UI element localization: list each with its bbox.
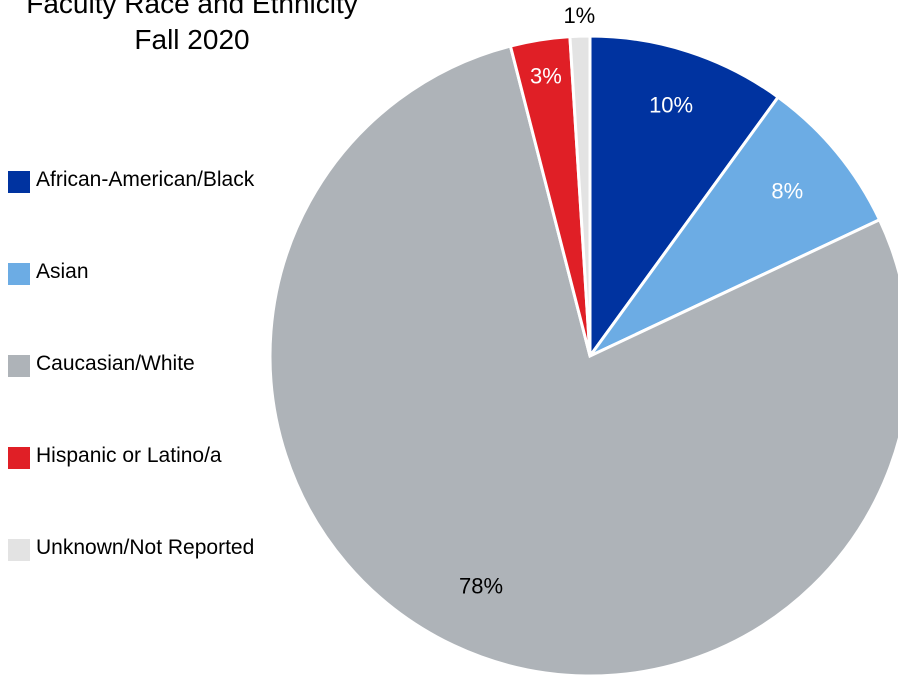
legend-label: Asian [36, 260, 89, 283]
chart-title-line: Faculty Race and Ethnicity [26, 0, 358, 19]
legend-item-caucasian: Caucasian/White [8, 352, 254, 444]
legend-item-hispanic: Hispanic or Latino/a [8, 444, 254, 536]
legend: African-American/Black Asian Caucasian/W… [8, 168, 254, 628]
legend-swatch [8, 447, 30, 469]
data-label-caucasian: 78% [459, 573, 503, 598]
legend-label: Caucasian/White [36, 352, 195, 375]
legend-item-asian: Asian [8, 260, 254, 352]
data-label-african-american: 10% [649, 92, 693, 117]
legend-swatch [8, 539, 30, 561]
pie-slice-caucasian [268, 44, 898, 677]
legend-item-unknown: Unknown/Not Reported [8, 536, 254, 628]
pie-slice-asian [588, 95, 882, 358]
legend-swatch [8, 355, 30, 377]
chart-title: Faculty Race and Ethnicity Fall 2020 [0, 0, 392, 58]
legend-label: Unknown/Not Reported [36, 536, 255, 559]
pie-slice-unknown [568, 34, 592, 357]
pie-slice-african-american [588, 34, 781, 361]
legend-swatch [8, 171, 30, 193]
data-label-unknown: 1% [563, 3, 595, 28]
legend-item-african-american: African-American/Black [8, 168, 254, 260]
legend-label: African-American/Black [36, 168, 255, 191]
legend-label: Hispanic or Latino/a [36, 444, 222, 467]
legend-swatch [8, 263, 30, 285]
data-label-hispanic: 3% [530, 64, 562, 89]
chart-subtitle: Fall 2020 [134, 24, 250, 55]
data-label-asian: 8% [771, 179, 803, 204]
